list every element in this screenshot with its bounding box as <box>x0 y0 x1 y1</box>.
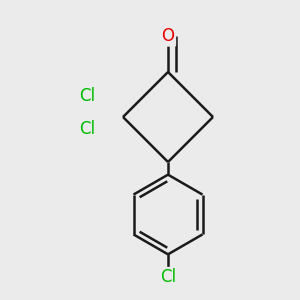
Text: Cl: Cl <box>79 120 95 138</box>
Text: Cl: Cl <box>79 87 95 105</box>
Text: Cl: Cl <box>160 268 176 286</box>
Text: O: O <box>161 27 175 45</box>
